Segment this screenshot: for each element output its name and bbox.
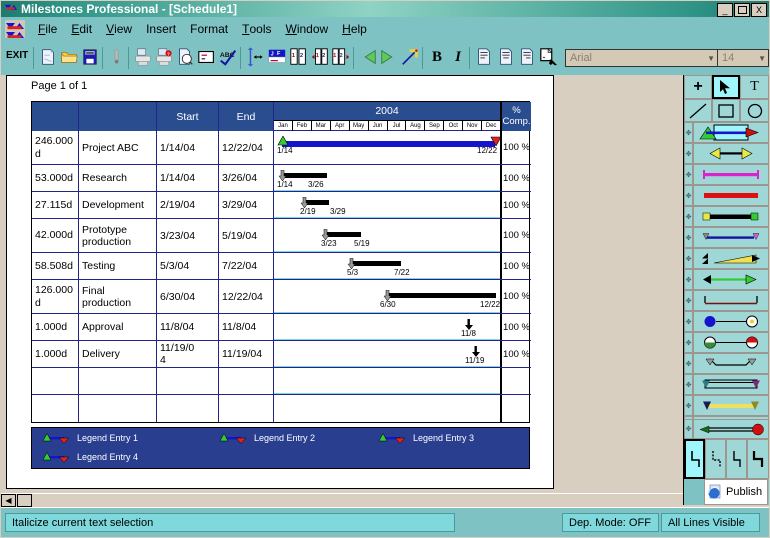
- svg-text:1: 1: [333, 53, 336, 59]
- svg-text:2: 2: [340, 53, 343, 59]
- svg-text:2: 2: [322, 53, 325, 59]
- svg-text:1: 1: [316, 53, 319, 59]
- svg-text:J: J: [271, 52, 274, 58]
